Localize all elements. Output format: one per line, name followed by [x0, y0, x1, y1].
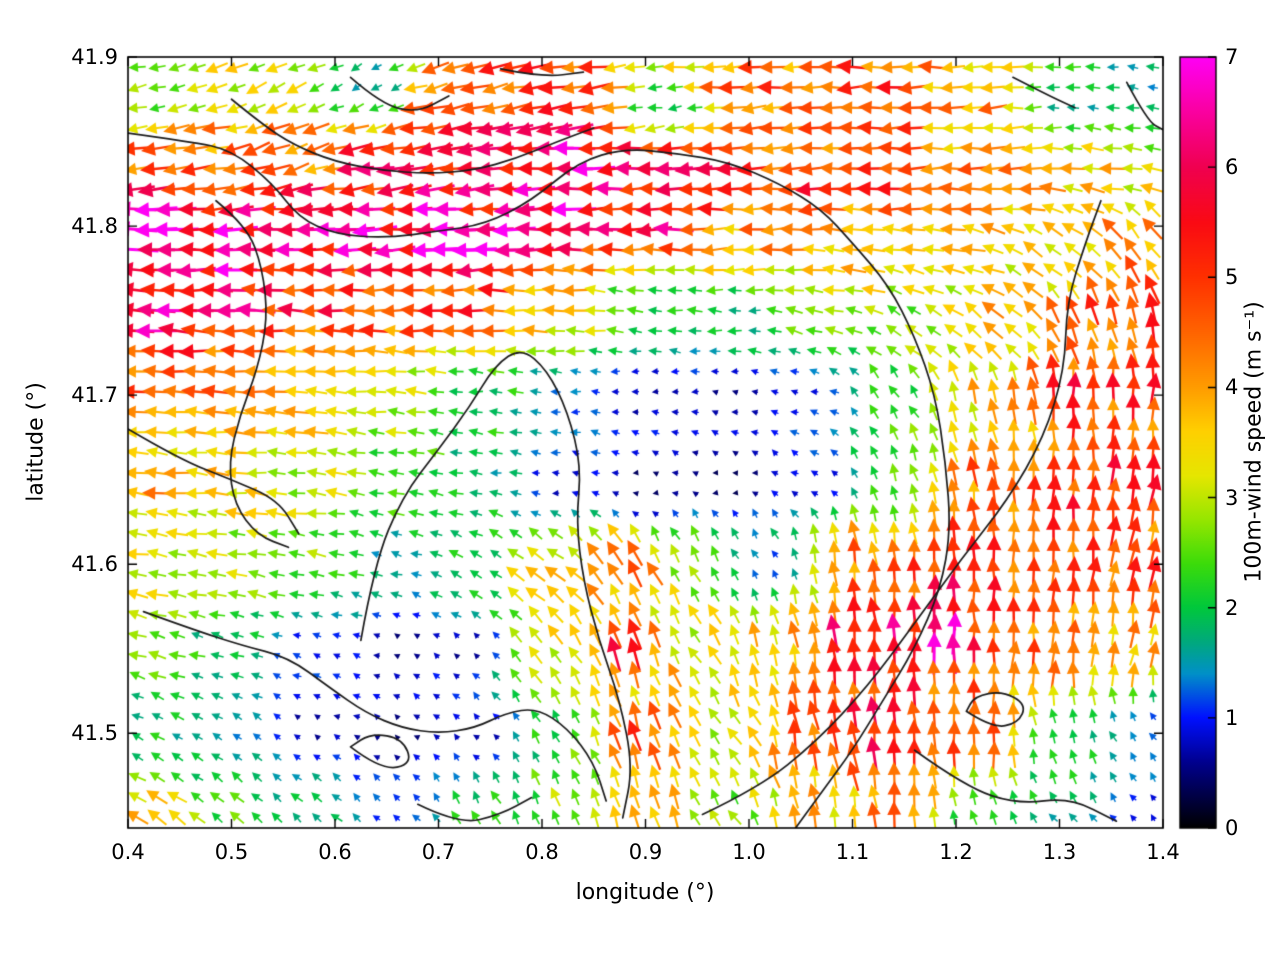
x-axis-label: longitude (°) — [575, 880, 715, 905]
x-tick-label: 1.1 — [835, 840, 870, 864]
colorbar-tick-label: 1 — [1225, 705, 1239, 730]
y-axis-label: latitude (°) — [23, 382, 49, 502]
x-tick-label: 0.9 — [628, 840, 663, 864]
colorbar-tick-label: 3 — [1225, 485, 1239, 510]
colorbar-tick-label: 5 — [1225, 265, 1239, 290]
colorbar-tick-label: 6 — [1225, 155, 1239, 180]
y-tick-label: 41.6 — [71, 552, 118, 577]
x-tick-label: 0.4 — [111, 840, 145, 864]
x-tick-label: 1.4 — [1146, 840, 1180, 864]
x-tick-label: 0.5 — [214, 840, 249, 864]
colorbar-tick-label: 4 — [1225, 375, 1239, 400]
colorbar-label: 100m-wind speed (m s⁻¹) — [1241, 301, 1267, 583]
x-tick-label: 1.2 — [939, 840, 973, 864]
x-tick-label: 1.0 — [732, 840, 766, 864]
y-tick-label: 41.5 — [71, 721, 118, 746]
colorbar-tick-label: 7 — [1225, 45, 1239, 69]
x-tick-label: 0.7 — [421, 840, 456, 864]
x-tick-label: 0.6 — [318, 840, 352, 864]
colorbar-tick-label: 0 — [1225, 816, 1239, 840]
x-tick-label: 1.3 — [1042, 840, 1077, 864]
x-tick-label: 0.8 — [525, 840, 559, 864]
y-tick-label: 41.7 — [71, 383, 118, 408]
y-tick-label: 41.9 — [71, 45, 118, 69]
y-tick-label: 41.8 — [71, 214, 118, 239]
colorbar-tick-label: 2 — [1225, 595, 1239, 620]
